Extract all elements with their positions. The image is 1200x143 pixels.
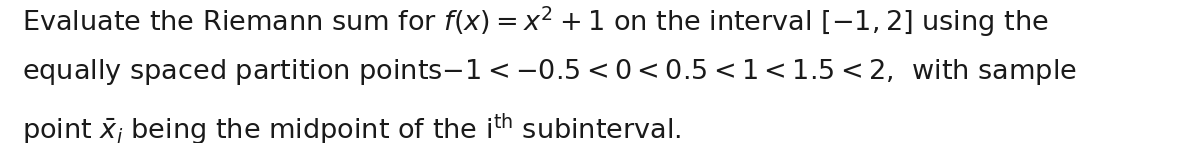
Text: point $\bar{x}_i$ being the midpoint of the i$^{\mathrm{th}}$ subinterval.: point $\bar{x}_i$ being the midpoint of … [22, 112, 682, 143]
Text: equally spaced partition points$-1 < -0.5 < 0 < 0.5 < 1 < 1.5 < 2$,  with sample: equally spaced partition points$-1 < -0.… [22, 57, 1076, 87]
Text: Evaluate the Riemann sum for $f(x) = x^2 + 1$ on the interval $[-1, 2]$ using th: Evaluate the Riemann sum for $f(x) = x^2… [22, 4, 1048, 39]
